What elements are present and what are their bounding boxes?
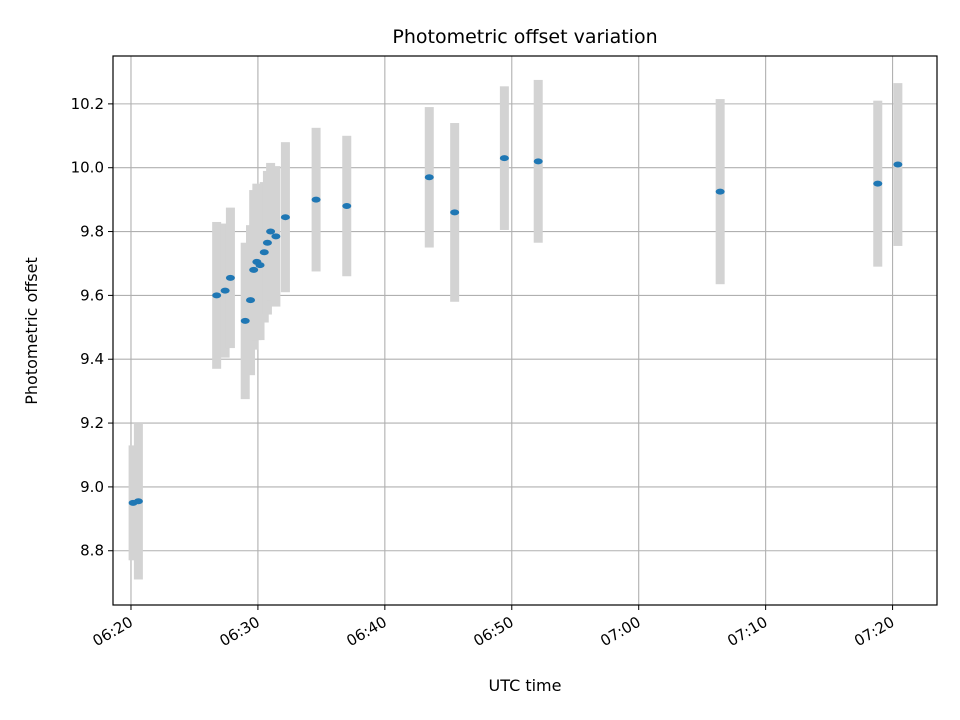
y-tick-label: 10.2	[71, 95, 104, 113]
chart-title: Photometric offset variation	[392, 26, 657, 48]
data-point	[133, 498, 143, 505]
data-point	[342, 203, 352, 210]
data-point	[225, 274, 235, 281]
plot-frame	[112, 55, 938, 606]
data-point	[212, 292, 222, 299]
y-axis-ticks: 8.8 9.0 9.2 9.4 9.6 9.8 10.0 10.2	[71, 95, 113, 560]
data-point	[220, 287, 230, 294]
data-point	[893, 161, 903, 168]
data-point	[259, 249, 269, 256]
data-point	[262, 239, 272, 246]
data-point	[255, 262, 265, 269]
data-point	[249, 266, 259, 273]
data-point	[873, 180, 883, 187]
data-points	[128, 155, 903, 506]
data-point	[266, 228, 276, 235]
y-tick-label: 10.0	[71, 159, 104, 177]
data-point	[499, 155, 509, 162]
data-point	[424, 174, 434, 181]
data-point	[246, 297, 256, 304]
data-point	[450, 209, 460, 216]
data-point	[240, 317, 250, 324]
y-tick-label: 9.2	[80, 414, 104, 432]
data-point	[280, 214, 290, 221]
x-axis-title: UTC time	[489, 676, 562, 695]
y-tick-label: 9.8	[80, 223, 104, 241]
data-point	[311, 196, 321, 203]
data-point	[715, 188, 725, 195]
y-tick-label: 8.8	[80, 542, 104, 560]
y-tick-label: 9.0	[80, 478, 104, 496]
y-tick-label: 9.6	[80, 286, 104, 304]
data-point	[533, 158, 543, 165]
y-axis-title: Photometric offset	[22, 257, 41, 405]
y-tick-label: 9.4	[80, 350, 104, 368]
data-point	[271, 233, 281, 240]
